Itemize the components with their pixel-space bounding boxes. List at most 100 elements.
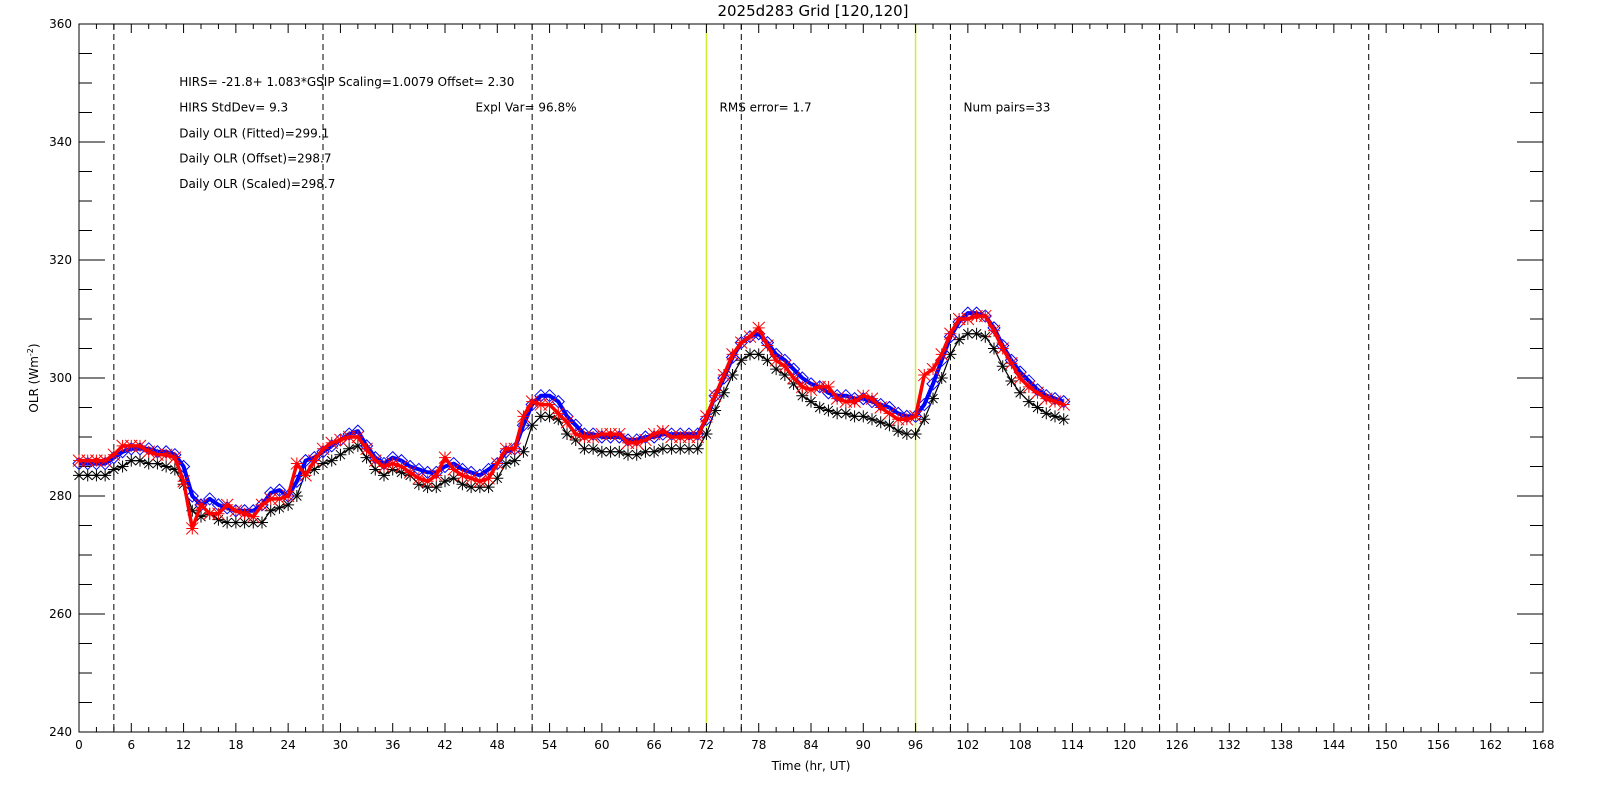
x-point: [429, 468, 443, 482]
x-point: [578, 430, 591, 444]
x-point: [909, 409, 922, 423]
x-point: [586, 430, 600, 444]
x-tick-label: 114: [1061, 738, 1084, 752]
asterisk-point: [1031, 401, 1044, 414]
x-point: [368, 454, 382, 467]
x-tick-label: 150: [1375, 738, 1398, 752]
x-point: [177, 474, 190, 488]
asterisk-point: [683, 442, 695, 455]
x-point: [726, 348, 739, 361]
asterisk-point: [343, 442, 356, 455]
x-point: [813, 380, 827, 394]
x-tick-label: 144: [1322, 738, 1345, 752]
x-point: [604, 427, 617, 441]
asterisk-point: [700, 428, 713, 441]
annotation-text: RMS error= 1.7: [720, 100, 812, 114]
diamond-point: [943, 329, 958, 344]
asterisk-point: [508, 454, 521, 467]
x-point: [569, 427, 583, 441]
asterisk-point: [81, 469, 94, 482]
x-point: [421, 474, 434, 488]
asterisk-point: [988, 342, 1000, 355]
asterisk-point: [918, 413, 931, 426]
x-point: [978, 309, 992, 323]
x-point: [325, 436, 339, 450]
asterisk-point: [953, 333, 966, 346]
x-point: [944, 327, 957, 341]
asterisk-point: [935, 372, 948, 384]
y-axis-label-close: ): [27, 343, 41, 348]
asterisk-point: [805, 395, 817, 408]
x-point: [360, 442, 373, 456]
asterisk-point: [1022, 395, 1035, 408]
asterisk-point: [447, 472, 460, 485]
asterisk-point: [308, 463, 321, 476]
asterisk-point: [639, 445, 652, 458]
x-tick-label: 156: [1427, 738, 1450, 752]
asterisk-point: [107, 463, 120, 476]
asterisk-point: [325, 454, 338, 467]
series-2: [73, 309, 1071, 535]
x-point: [395, 460, 408, 473]
x-point: [107, 448, 121, 462]
annotation-text: Num pairs=33: [964, 100, 1051, 114]
asterisk-point: [1049, 410, 1061, 423]
x-point: [1022, 380, 1036, 394]
x-point: [508, 442, 522, 456]
x-tick-label: 162: [1479, 738, 1502, 752]
x-point: [856, 389, 870, 403]
x-point: [490, 457, 504, 470]
asterisk-point: [796, 389, 809, 402]
diamond-point: [176, 459, 191, 474]
asterisk-point: [378, 469, 390, 482]
asterisk-point: [99, 469, 112, 482]
asterisk-point: [238, 516, 251, 529]
chart-title: 2025d283 Grid [120,120]: [717, 2, 908, 20]
asterisk-point: [1057, 413, 1070, 426]
x-point: [1013, 371, 1027, 385]
x-tick-label: 102: [956, 738, 979, 752]
x-point: [403, 466, 417, 479]
asterisk-point: [744, 348, 756, 361]
y-tick-label: 360: [49, 17, 72, 31]
x-point: [246, 510, 260, 524]
x-point: [778, 359, 792, 373]
series-line: [79, 311, 1065, 513]
y-axis-label-main: OLR (Wm: [27, 356, 41, 413]
asterisk-point: [482, 481, 495, 494]
x-point: [848, 395, 861, 408]
asterisk-point: [813, 401, 826, 414]
x-tick-label: 168: [1532, 738, 1555, 752]
asterisk-point: [273, 501, 286, 514]
x-point: [551, 407, 565, 420]
asterisk-point: [595, 445, 608, 458]
asterisk-point: [587, 442, 600, 455]
x-tick-label: 138: [1270, 738, 1293, 752]
x-point: [255, 498, 269, 512]
asterisk-point: [116, 460, 129, 473]
asterisk-point: [604, 445, 617, 458]
asterisk-point: [1040, 407, 1053, 420]
x-point: [264, 492, 278, 506]
x-point: [142, 445, 156, 459]
asterisk-point: [927, 392, 939, 405]
x-point: [464, 471, 478, 485]
asterisk-point: [543, 410, 556, 423]
x-point: [708, 389, 722, 403]
x-point: [334, 433, 347, 447]
x-point: [560, 415, 574, 429]
x-point: [700, 409, 713, 423]
x-point: [822, 380, 835, 394]
x-point: [473, 474, 487, 488]
x-point: [212, 507, 225, 521]
x-point: [970, 309, 983, 323]
asterisk-point: [648, 445, 661, 458]
x-point: [124, 439, 138, 453]
x-point: [525, 395, 539, 408]
asterisk-point: [866, 413, 878, 426]
x-point: [900, 412, 914, 426]
y-tick-label: 300: [49, 371, 72, 385]
x-point: [752, 321, 766, 335]
x-tick-label: 54: [542, 738, 557, 752]
